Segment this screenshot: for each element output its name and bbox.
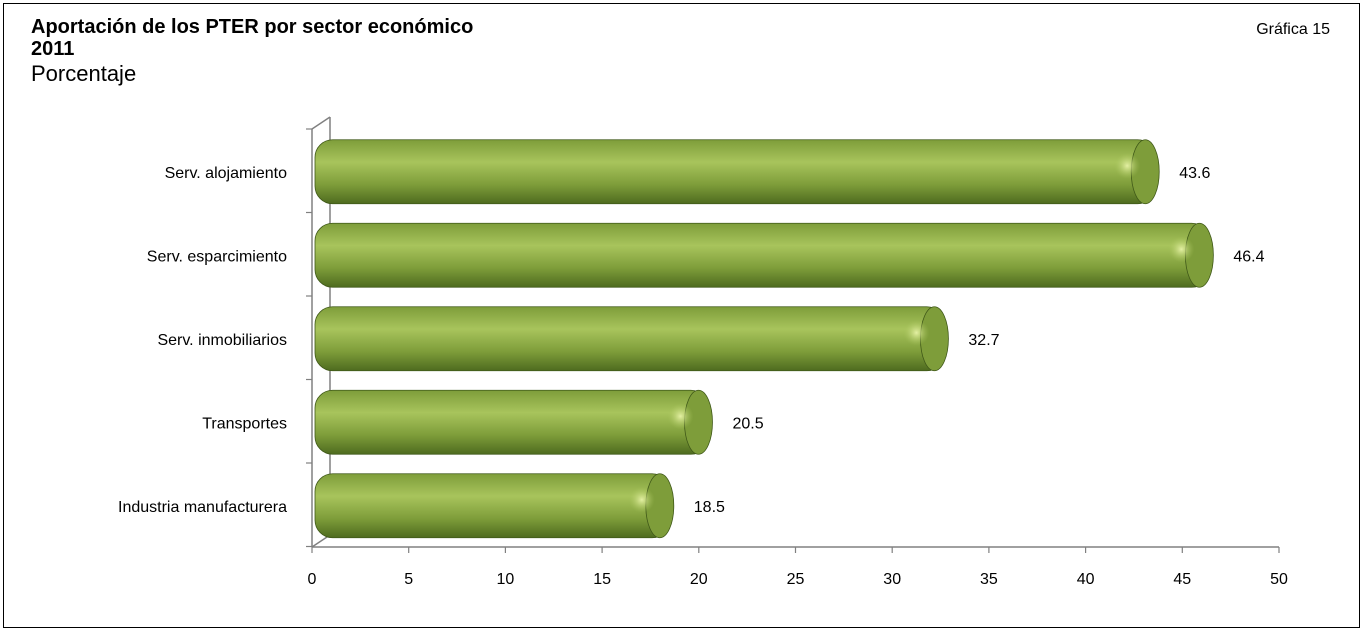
label-layer: 0 5 10 15 20 25 30 35 40 45 50 Serv. alojamiento 43.… bbox=[118, 165, 1288, 588]
bar-body bbox=[314, 389, 709, 455]
data-label: 32.7 bbox=[968, 332, 999, 349]
chart-year: 2011 bbox=[31, 38, 75, 60]
bar-body bbox=[314, 222, 1210, 288]
x-tick-label: 0 bbox=[308, 571, 317, 588]
y-axis-top-edge bbox=[311, 116, 331, 130]
bar bbox=[314, 473, 675, 539]
bar bbox=[314, 222, 1214, 288]
data-label: 20.5 bbox=[732, 415, 763, 432]
chart-frame bbox=[3, 3, 1360, 628]
bar bbox=[314, 389, 713, 455]
category-label: Industria manufacturera bbox=[118, 499, 287, 516]
data-label: 46.4 bbox=[1233, 248, 1264, 265]
bar bbox=[314, 306, 949, 372]
x-tick-label: 30 bbox=[883, 571, 901, 588]
x-tick-label: 45 bbox=[1173, 571, 1191, 588]
x-tick-label: 25 bbox=[787, 571, 805, 588]
chart-unit: Porcentaje bbox=[31, 61, 137, 86]
figure-number: Gráfica 15 bbox=[1256, 21, 1330, 38]
x-tick-label: 50 bbox=[1270, 571, 1288, 588]
bar-highlight bbox=[667, 403, 694, 430]
x-tick-label: 40 bbox=[1077, 571, 1095, 588]
x-tick-label: 35 bbox=[980, 571, 998, 588]
bar-highlight bbox=[628, 486, 655, 513]
category-label: Transportes bbox=[202, 415, 287, 432]
bar-body bbox=[314, 139, 1156, 205]
bar-highlight bbox=[903, 319, 930, 346]
bar-highlight bbox=[1168, 236, 1195, 263]
x-tick-label: 20 bbox=[690, 571, 708, 588]
bar-body bbox=[314, 306, 945, 372]
x-tick-label: 10 bbox=[497, 571, 515, 588]
bar-layer bbox=[314, 139, 1214, 539]
chart-title: Aportación de los PTER por sector económ… bbox=[31, 16, 474, 38]
bar-highlight bbox=[1114, 152, 1141, 179]
category-label: Serv. alojamiento bbox=[165, 165, 288, 182]
data-label: 18.5 bbox=[694, 499, 725, 516]
bar bbox=[314, 139, 1160, 205]
category-label: Serv. inmobiliarios bbox=[157, 332, 287, 349]
bar-body bbox=[314, 473, 671, 539]
x-tick-label: 15 bbox=[593, 571, 611, 588]
x-tick-label: 5 bbox=[404, 571, 413, 588]
category-label: Serv. esparcimiento bbox=[147, 248, 287, 265]
data-label: 43.6 bbox=[1179, 165, 1210, 182]
